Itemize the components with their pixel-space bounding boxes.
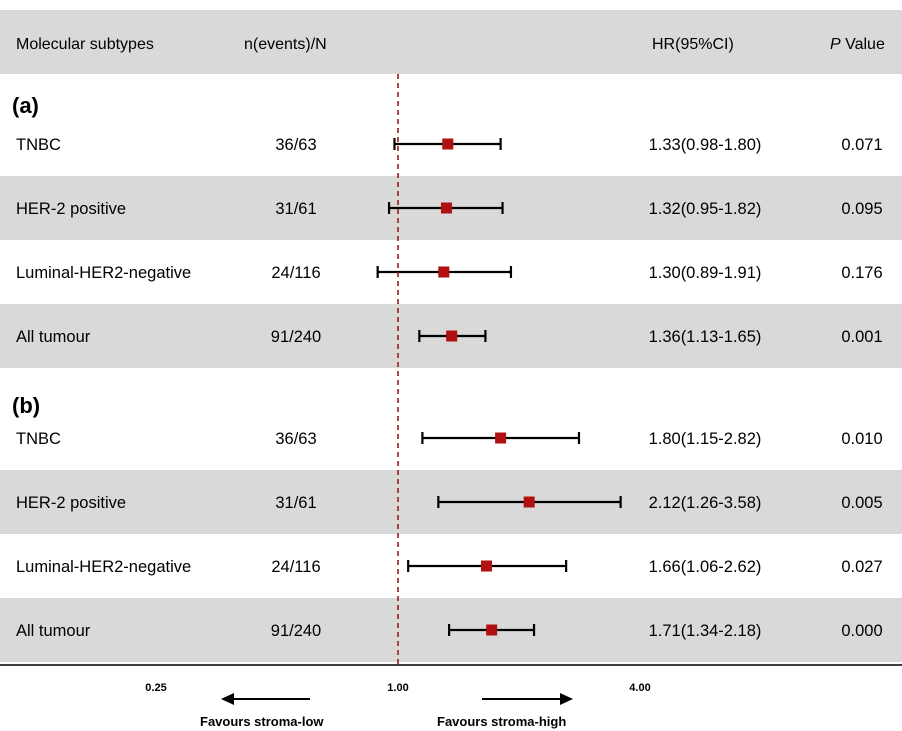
x-tick-label: 4.00 bbox=[629, 682, 650, 694]
x-axis-ticks: 0.25 1.00 4.00 bbox=[145, 682, 650, 694]
header-hr: HR(95%CI) bbox=[652, 36, 734, 53]
hr-marker bbox=[440, 202, 452, 214]
header-band bbox=[0, 10, 902, 74]
row-subtype: All tumour bbox=[16, 622, 91, 640]
header-p-value: P Value bbox=[830, 36, 885, 53]
row-hr-ci: 2.12(1.26-3.58) bbox=[649, 494, 762, 512]
row-subtype: TNBC bbox=[16, 430, 61, 448]
hr-marker bbox=[480, 560, 492, 572]
row-p-value: 0.027 bbox=[841, 558, 882, 576]
row-events: 91/240 bbox=[271, 622, 321, 640]
row-subtype: Luminal-HER2-negative bbox=[16, 264, 191, 282]
row-hr-ci: 1.33(0.98-1.80) bbox=[649, 136, 762, 154]
row-subtype: All tumour bbox=[16, 328, 91, 346]
favours-right-arrow bbox=[482, 693, 573, 705]
row-subtype: Luminal-HER2-negative bbox=[16, 558, 191, 576]
header-events: n(events)/N bbox=[244, 36, 327, 53]
row-events: 91/240 bbox=[271, 328, 321, 346]
row-subtype: HER-2 positive bbox=[16, 200, 126, 218]
section-label-b: (b) bbox=[12, 393, 40, 418]
favours-right-label: Favours stroma-high bbox=[437, 714, 566, 729]
row-hr-ci: 1.71(1.34-2.18) bbox=[649, 622, 762, 640]
row-hr-ci: 1.66(1.06-2.62) bbox=[649, 558, 762, 576]
x-tick-label: 1.00 bbox=[387, 682, 408, 694]
hr-marker bbox=[523, 496, 535, 508]
hr-marker bbox=[486, 624, 498, 636]
forest-rows: TNBC 36/63 1.33(0.98-1.80) 0.071 HER-2 posit… bbox=[0, 136, 902, 662]
row-subtype: TNBC bbox=[16, 136, 61, 154]
row-events: 36/63 bbox=[275, 136, 316, 154]
row-events: 24/116 bbox=[271, 264, 320, 282]
row-hr-ci: 1.30(0.89-1.91) bbox=[649, 264, 762, 282]
section-label-a: (a) bbox=[12, 93, 39, 118]
row-p-value: 0.095 bbox=[841, 200, 882, 218]
hr-marker bbox=[442, 138, 454, 150]
row-p-value: 0.010 bbox=[841, 430, 882, 448]
x-tick-label: 0.25 bbox=[145, 682, 166, 694]
row-hr-ci: 1.36(1.13-1.65) bbox=[649, 328, 762, 346]
row-events: 24/116 bbox=[271, 558, 320, 576]
row-p-value: 0.005 bbox=[841, 494, 882, 512]
favours-left-label: Favours stroma-low bbox=[200, 714, 324, 729]
row-events: 31/61 bbox=[275, 494, 316, 512]
row-events: 31/61 bbox=[275, 200, 316, 218]
row-p-value: 0.071 bbox=[841, 136, 882, 154]
hr-marker bbox=[495, 432, 507, 444]
favours-left-arrow bbox=[221, 693, 310, 705]
hr-marker bbox=[446, 330, 458, 342]
row-p-value: 0.001 bbox=[841, 328, 882, 346]
header-subtype: Molecular subtypes bbox=[16, 36, 154, 53]
row-hr-ci: 1.32(0.95-1.82) bbox=[649, 200, 762, 218]
row-hr-ci: 1.80(1.15-2.82) bbox=[649, 430, 762, 448]
row-events: 36/63 bbox=[275, 430, 316, 448]
row-p-value: 0.000 bbox=[841, 622, 882, 640]
row-p-value: 0.176 bbox=[841, 264, 882, 282]
hr-marker bbox=[438, 266, 450, 278]
row-subtype: HER-2 positive bbox=[16, 494, 126, 512]
